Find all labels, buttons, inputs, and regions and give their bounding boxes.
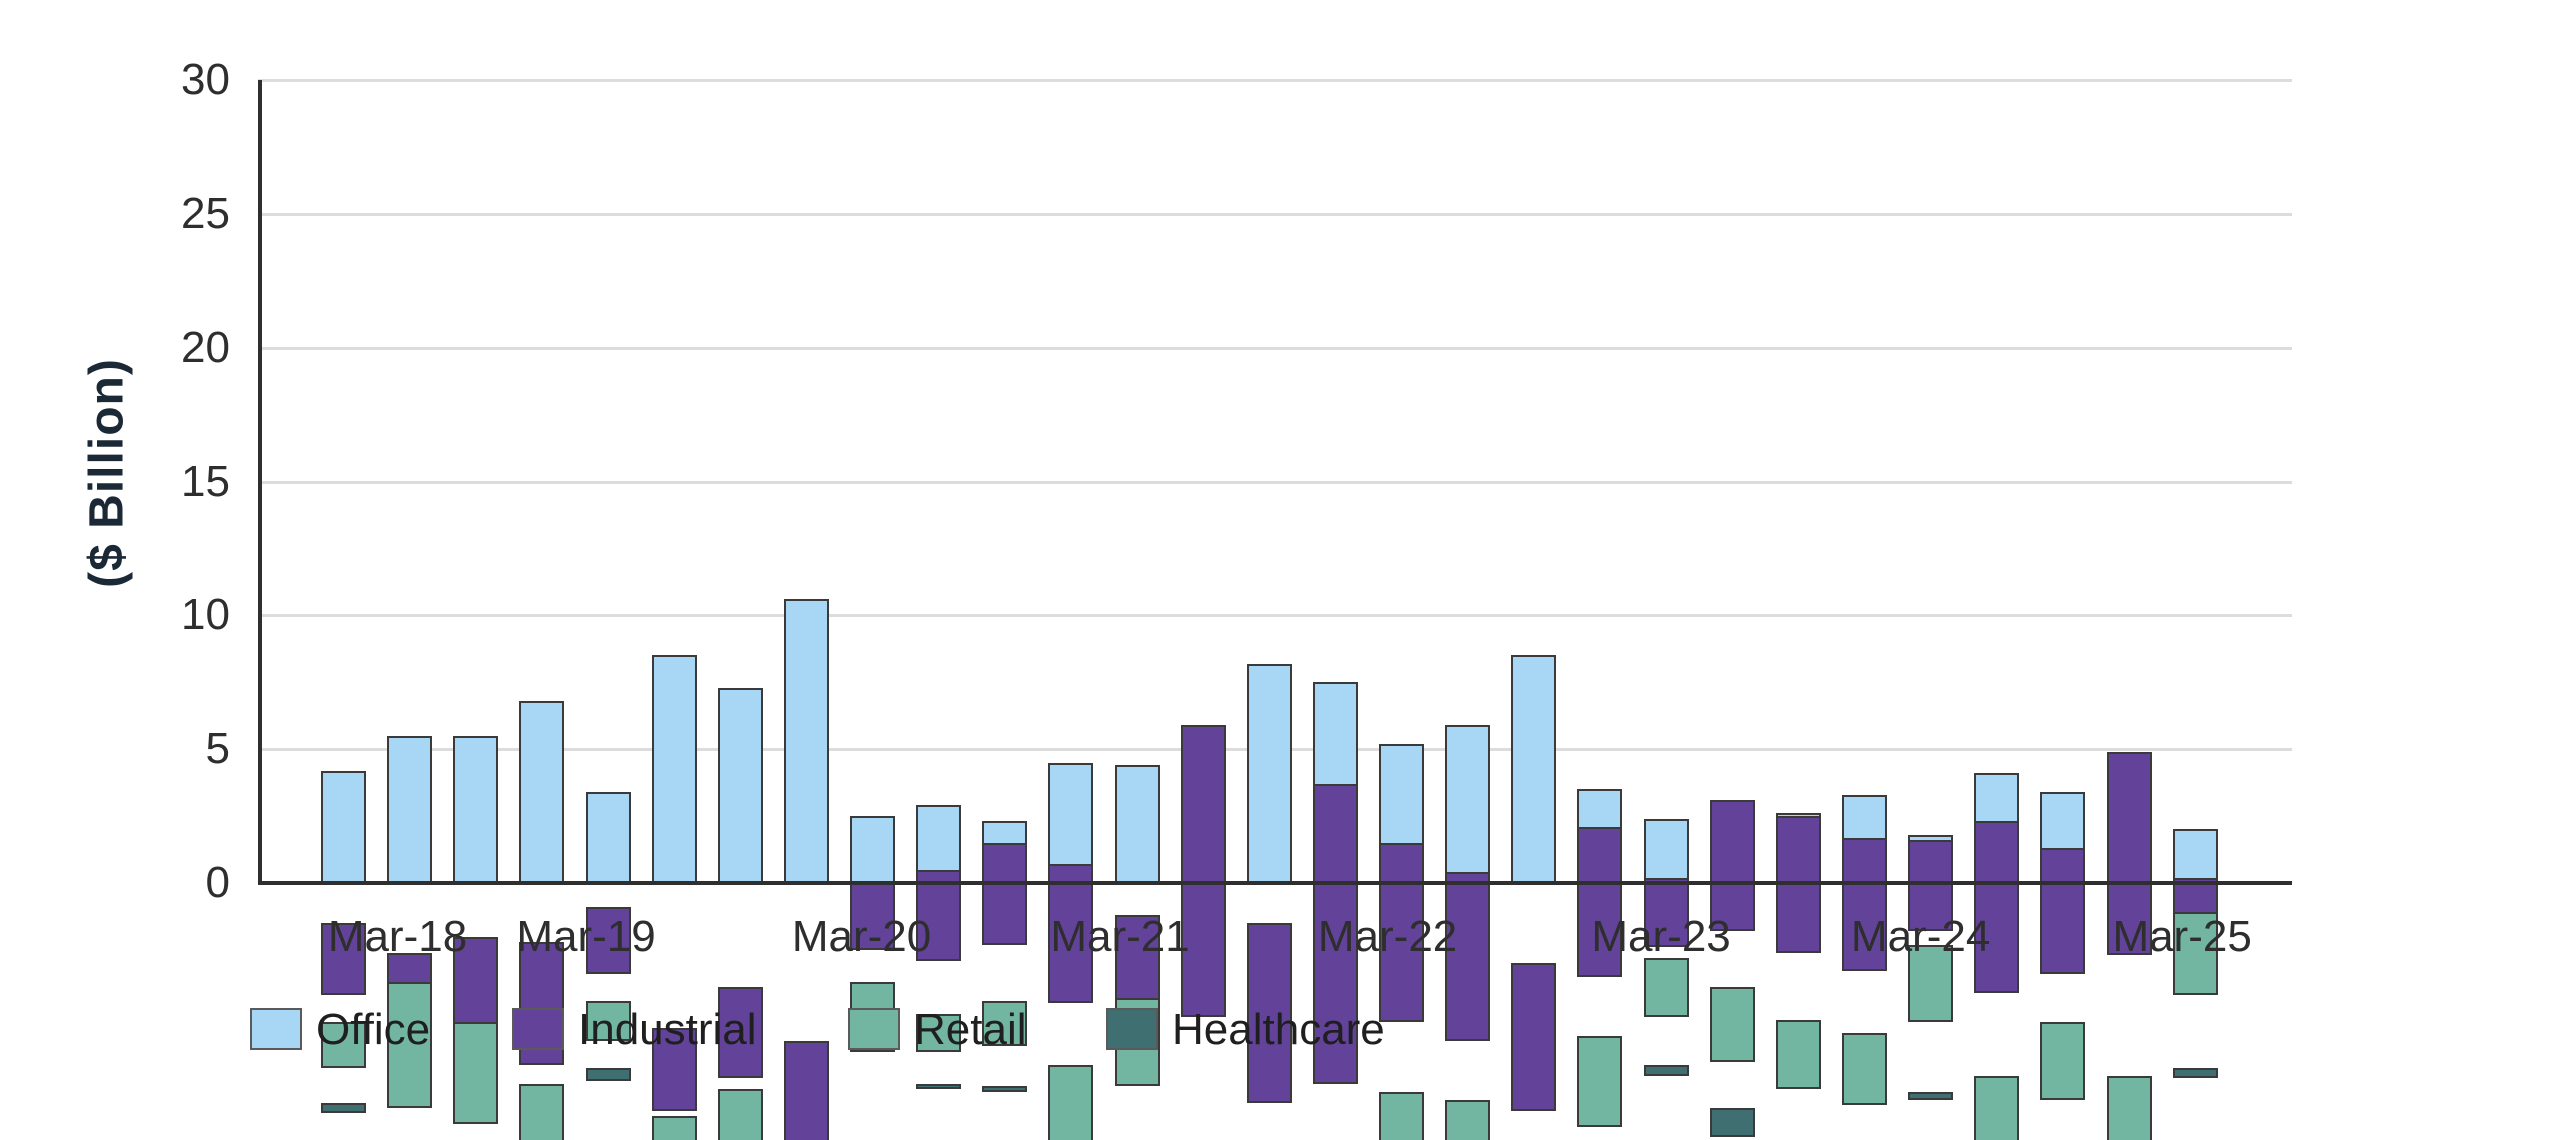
legend-swatch-industrial bbox=[512, 1008, 564, 1050]
x-tick-label-mar-20: Mar-20 bbox=[791, 912, 932, 961]
bar-segment-retail-mar-25 bbox=[2172, 912, 2218, 996]
gridline-10 bbox=[258, 614, 2292, 618]
gridline-25 bbox=[258, 212, 2292, 216]
y-tick-label-5: 5 bbox=[205, 724, 230, 774]
bar-segment-retail-jun-18 bbox=[387, 982, 433, 1108]
y-tick-label-15: 15 bbox=[181, 456, 230, 506]
bar-segment-retail-jun-23 bbox=[1709, 987, 1755, 1063]
x-tick-label-mar-22: Mar-22 bbox=[1317, 912, 1458, 961]
bar-segment-industrial-jun-24 bbox=[1974, 821, 2020, 993]
bar-segment-retail-sep-20 bbox=[982, 1000, 1028, 1047]
bar-segment-industrial-jun-22 bbox=[1445, 872, 1491, 1041]
bar-segment-office-jun-18 bbox=[387, 735, 433, 883]
bar-segment-retail-mar-24 bbox=[1908, 944, 1954, 1023]
bar-segment-industrial-mar-18 bbox=[321, 923, 366, 996]
bar-segment-industrial-sep-20 bbox=[982, 842, 1028, 945]
bar-segment-industrial-sep-19 bbox=[717, 987, 763, 1079]
bar-segment-industrial-mar-22 bbox=[1379, 842, 1425, 1023]
x-tick-label-mar-18: Mar-18 bbox=[327, 912, 468, 961]
bar-segment-healthcare-mar-24 bbox=[1908, 1091, 1954, 1100]
gridline-20 bbox=[258, 346, 2292, 350]
x-tick-label-mar-24: Mar-24 bbox=[1850, 912, 1991, 961]
x-tick-label-mar-23: Mar-23 bbox=[1591, 912, 1731, 961]
bar-segment-industrial-dec-19 bbox=[783, 1040, 829, 1140]
legend-swatch-retail bbox=[848, 1008, 900, 1050]
bar-segment-retail-mar-23 bbox=[1643, 957, 1689, 1017]
bar-segment-industrial-dec-23 bbox=[1841, 837, 1887, 972]
bar-segment-office-mar-20 bbox=[850, 816, 896, 883]
bar-segment-retail-dec-20 bbox=[1048, 1065, 1094, 1140]
bar-segment-office-mar-25 bbox=[2172, 829, 2218, 883]
bar-segment-retail-sep-24 bbox=[2040, 1022, 2086, 1100]
bar-segment-office-jun-22 bbox=[1445, 725, 1491, 883]
bar-segment-retail-jun-22 bbox=[1445, 1099, 1491, 1140]
bar-segment-office-mar-21 bbox=[1114, 765, 1160, 883]
gridline-30 bbox=[258, 79, 2292, 82]
bar-segment-industrial-sep-22 bbox=[1511, 963, 1557, 1111]
bar-segment-industrial-mar-23 bbox=[1643, 877, 1689, 948]
bar-segment-office-dec-19 bbox=[783, 599, 829, 883]
bar-segment-retail-sep-18 bbox=[453, 1022, 499, 1124]
x-tick-label-mar-25: Mar-25 bbox=[2112, 912, 2252, 961]
x-tick-label-mar-21: Mar-21 bbox=[1050, 912, 1190, 961]
legend-label-retail: Retail bbox=[914, 1005, 1027, 1054]
y-tick-label-25: 25 bbox=[181, 188, 230, 238]
bar-segment-industrial-dec-22 bbox=[1577, 826, 1623, 977]
bar-segment-retail-mar-18 bbox=[321, 1022, 366, 1068]
legend-label-office: Office bbox=[316, 1005, 431, 1054]
bar-segment-healthcare-mar-25 bbox=[2172, 1067, 2218, 1079]
bar-segment-retail-mar-22 bbox=[1379, 1091, 1425, 1140]
bar-segment-industrial-jun-23 bbox=[1709, 800, 1755, 932]
gridline-15 bbox=[258, 480, 2292, 484]
y-tick-label-30: 30 bbox=[181, 55, 230, 104]
bar-segment-healthcare-mar-18 bbox=[321, 1102, 366, 1114]
bar-segment-retail-dec-23 bbox=[1841, 1032, 1887, 1106]
bar-segment-industrial-dec-20 bbox=[1048, 864, 1094, 1004]
bar-segment-retail-sep-19 bbox=[717, 1089, 763, 1140]
bar-segment-retail-mar-19 bbox=[585, 1000, 631, 1041]
legend-swatch-office bbox=[250, 1008, 302, 1050]
bar-segment-industrial-dec-24 bbox=[2106, 751, 2152, 956]
bar-segment-office-dec-20 bbox=[1048, 762, 1094, 883]
bar-segment-retail-jun-19 bbox=[651, 1115, 697, 1140]
bar-segment-healthcare-mar-23 bbox=[1643, 1065, 1689, 1076]
y-axis-line bbox=[258, 80, 262, 883]
x-tick-label-mar-19: Mar-19 bbox=[516, 912, 656, 961]
bar-segment-retail-jun-24 bbox=[1974, 1075, 2020, 1140]
y-tick-label-10: 10 bbox=[181, 590, 230, 640]
bar-segment-industrial-jun-19 bbox=[651, 1027, 697, 1111]
bar-segment-office-sep-18 bbox=[453, 735, 499, 883]
legend-label-healthcare: Healthcare bbox=[1172, 1005, 1385, 1054]
y-tick-label-0: 0 bbox=[205, 858, 230, 907]
bar-segment-healthcare-sep-20 bbox=[982, 1086, 1028, 1092]
bar-segment-office-mar-18 bbox=[321, 770, 366, 883]
bar-segment-industrial-sep-21 bbox=[1246, 923, 1292, 1103]
bar-segment-office-sep-21 bbox=[1246, 663, 1292, 883]
x-axis-line bbox=[258, 881, 2292, 885]
y-tick-label-20: 20 bbox=[181, 322, 230, 372]
bar-segment-healthcare-mar-19 bbox=[585, 1067, 631, 1082]
bar-segment-office-dec-18 bbox=[519, 701, 565, 883]
bar-segment-retail-dec-22 bbox=[1577, 1035, 1623, 1127]
legend-label-industrial: Industrial bbox=[578, 1005, 757, 1054]
bar-segment-retail-dec-24 bbox=[2106, 1075, 2152, 1140]
bar-segment-office-mar-19 bbox=[585, 792, 631, 883]
bar-segment-office-sep-19 bbox=[717, 687, 763, 883]
bar-segment-healthcare-jun-20 bbox=[916, 1083, 962, 1090]
bar-segment-office-sep-22 bbox=[1511, 655, 1557, 883]
bar-segment-healthcare-jun-23 bbox=[1709, 1107, 1755, 1138]
bar-segment-industrial-jun-21 bbox=[1180, 725, 1226, 1017]
bar-segment-retail-jun-20 bbox=[916, 1014, 962, 1052]
bar-segment-industrial-dec-21 bbox=[1312, 783, 1358, 1084]
legend-swatch-healthcare bbox=[1106, 1008, 1158, 1050]
bar-segment-office-mar-23 bbox=[1643, 818, 1689, 883]
bar-segment-industrial-mar-19 bbox=[585, 907, 631, 975]
bar-segment-industrial-sep-24 bbox=[2040, 848, 2086, 975]
bar-segment-retail-dec-18 bbox=[519, 1083, 565, 1140]
bar-segment-office-jun-19 bbox=[651, 655, 697, 883]
bar-segment-industrial-mar-24 bbox=[1908, 840, 1954, 932]
bar-segment-retail-sep-23 bbox=[1775, 1019, 1821, 1090]
